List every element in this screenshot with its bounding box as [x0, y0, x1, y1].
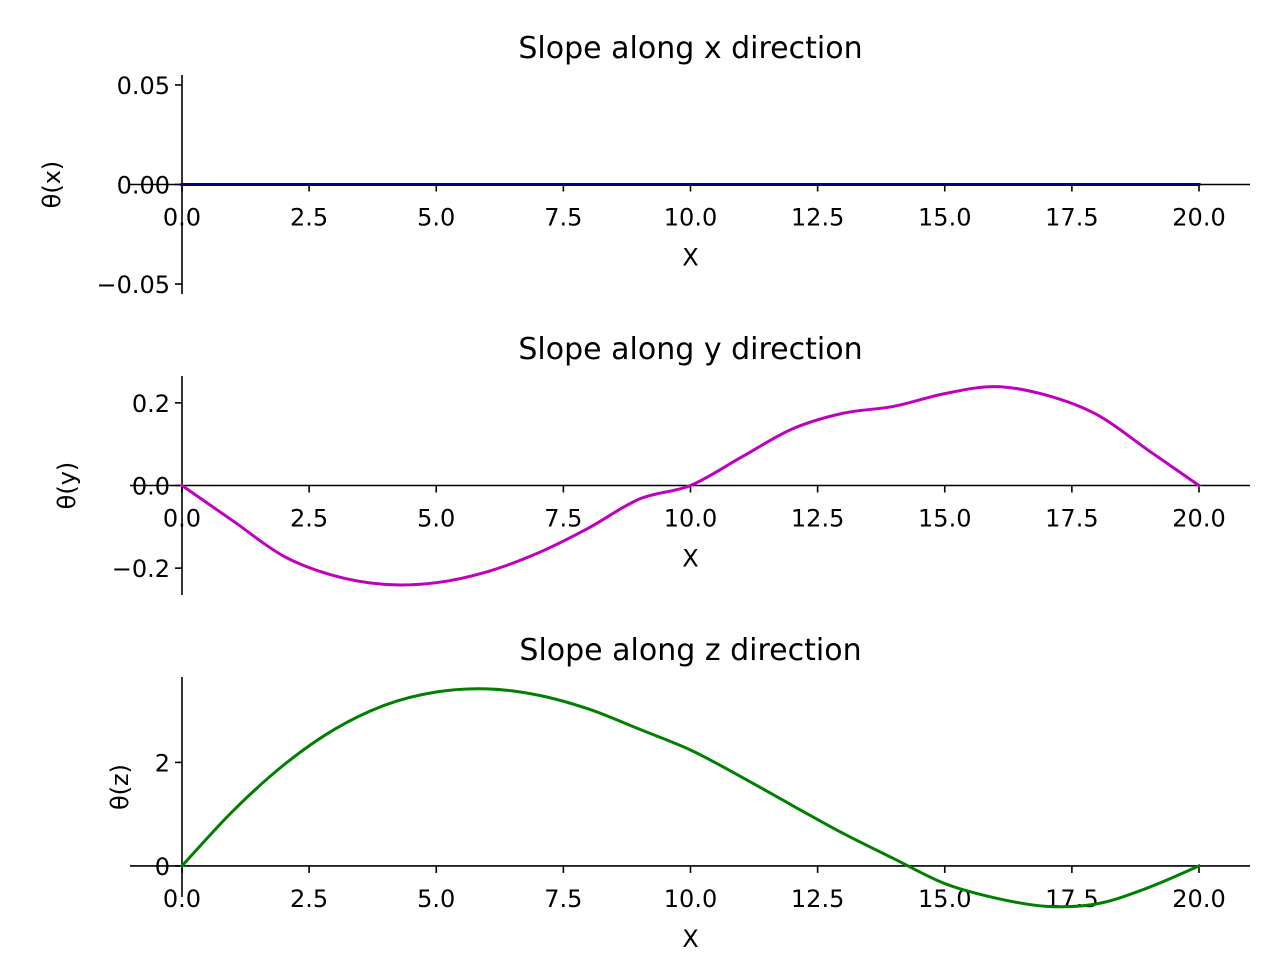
y-axis-label: θ(y) [53, 462, 81, 510]
x-tick-label: 2.5 [290, 885, 328, 913]
x-tick-label: 5.0 [417, 505, 455, 533]
x-tick-label: 12.5 [791, 505, 844, 533]
x-tick-label: 12.5 [791, 885, 844, 913]
chart-title: Slope along y direction [518, 332, 862, 367]
y-axis-label: θ(z) [106, 764, 134, 810]
y-tick-label: −0.05 [96, 271, 170, 299]
chart-1: Slope along x direction 0.05 0.00 −0.05 0.0 2… [38, 31, 1250, 299]
x-tick-label: 7.5 [544, 885, 582, 913]
x-tick-label: 10.0 [664, 885, 717, 913]
y-tick-label: 0.2 [132, 390, 170, 418]
x-tick-label: 0.0 [163, 204, 201, 232]
x-axis-label: X [682, 925, 698, 953]
x-tick-label: 20.0 [1172, 204, 1225, 232]
x-tick-label: 7.5 [544, 204, 582, 232]
x-tick-label: 0.0 [163, 505, 201, 533]
x-tick-label: 10.0 [664, 204, 717, 232]
x-tick-label: 15.0 [918, 505, 971, 533]
x-tick-label: 10.0 [664, 505, 717, 533]
x-tick-label: 20.0 [1172, 885, 1225, 913]
chart-3: Slope along z direction 2 0 0.0 2.5 5.0 7.5 10.… [106, 633, 1250, 953]
y-tick-label: 0.0 [132, 473, 170, 501]
y-tick-label: 2 [155, 749, 170, 777]
x-tick-label: 2.5 [290, 204, 328, 232]
chart-title: Slope along x direction [518, 31, 862, 66]
x-tick-label: 17.5 [1045, 204, 1098, 232]
x-tick-label: 12.5 [791, 204, 844, 232]
x-tick-label: 5.0 [417, 204, 455, 232]
y-axis-label: θ(x) [38, 161, 66, 209]
x-axis-label: X [682, 244, 698, 272]
x-tick-label: 20.0 [1172, 505, 1225, 533]
x-tick-label: 17.5 [1045, 885, 1098, 913]
y-tick-label: −0.2 [112, 555, 170, 583]
x-tick-label: 15.0 [918, 204, 971, 232]
x-tick-label: 17.5 [1045, 505, 1098, 533]
y-tick-label: 0.00 [117, 172, 170, 200]
y-tick-label: 0.05 [117, 72, 170, 100]
y-tick-label: 0 [155, 853, 170, 881]
x-tick-label: 2.5 [290, 505, 328, 533]
x-tick-label: 5.0 [417, 885, 455, 913]
series-line [179, 687, 1201, 909]
x-axis-label: X [682, 545, 698, 573]
chart-title: Slope along z direction [519, 633, 861, 668]
x-tick-label: 0.0 [163, 885, 201, 913]
chart-2: Slope along y direction 0.2 0.0 −0.2 0.0 2.5 5… [53, 332, 1250, 595]
x-tick-label: 7.5 [544, 505, 582, 533]
series-line [179, 385, 1202, 587]
